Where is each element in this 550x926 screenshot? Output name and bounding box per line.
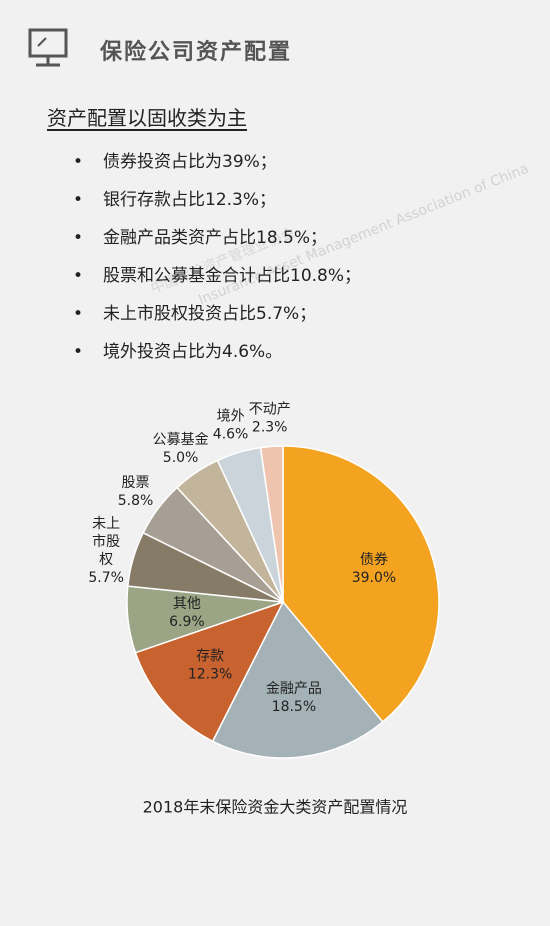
pie-slice [211, 600, 384, 759]
value-label: 2.3% [252, 419, 288, 435]
header-title: 保险公司资产配置 [100, 40, 293, 65]
slice-label-line: 权 [99, 552, 113, 568]
value-label: 5.7% [88, 570, 124, 586]
pie-slice [282, 445, 440, 724]
bullet: 股票和公募基金合计占比10.8%； [0, 262, 361, 300]
slice-label-line: 其他 [173, 596, 201, 612]
slice-label-line: 市股 [92, 533, 120, 550]
slice-label: 金融产品 [266, 681, 322, 697]
bullet: 金融产品类资产占比18.5%； [0, 224, 361, 262]
bullet: 银行存款占比12.3%； [0, 186, 361, 224]
slice-label: 公募基金 [153, 431, 209, 448]
chart-title: 2018年末保险资金大类资产配置情况 [143, 798, 408, 817]
bullet-list: 债券投资占比为39%；银行存款占比12.3%；金融产品类资产占比18.5%；股票… [0, 148, 361, 376]
value-label: 6.9% [169, 614, 205, 630]
pie-slice [259, 445, 284, 603]
slice-label-line: 债券 [360, 552, 388, 568]
slice-label: 股票 [122, 475, 150, 491]
slice-label-line: 存款 [196, 649, 224, 665]
value-label: 5.0% [163, 450, 199, 466]
slice-label: 其他 [173, 596, 201, 612]
slice-label: 存款 [196, 649, 224, 665]
bullet: 未上市股权投资占比5.7%； [0, 300, 361, 338]
value-label: 4.6% [213, 427, 249, 443]
slice-label: 境外 [217, 409, 245, 425]
pie: 债券 39.0% 金融产品 18.5% 存款 12.3% 其他 6.9% 未上市股权 5.7% 股票… [88, 401, 440, 759]
value-label: 12.3% [188, 667, 232, 683]
slice-label-line: 境外 [217, 409, 245, 425]
value-label: 39.0% [352, 570, 396, 586]
slice-label: 债券 [360, 552, 388, 568]
slice-label-line: 未上 [92, 516, 120, 532]
slice-label: 未上市股权 [92, 516, 120, 568]
value-label: 5.8% [118, 493, 154, 509]
slice-label-line: 公募基金 [153, 431, 209, 448]
bullet: 债券投资占比为39%； [0, 148, 361, 186]
pie-slice [134, 600, 285, 743]
slice-label: 不动产 [249, 401, 291, 417]
bullet: 境外投资占比为4.6%。 [0, 338, 361, 376]
slice-label-line: 不动产 [249, 401, 291, 417]
header-icon [28, 28, 68, 67]
slice-label-line: 金融产品 [266, 681, 322, 697]
value-label: 18.5% [272, 699, 316, 715]
subtitle: 资产配置以固收类为主 [47, 106, 247, 130]
slice-label-line: 股票 [122, 475, 150, 491]
